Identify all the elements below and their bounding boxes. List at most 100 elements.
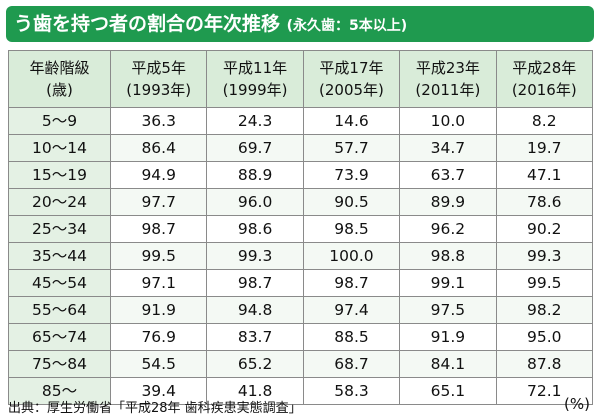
value-cell: 65.1: [399, 377, 497, 405]
title-main: う歯を持つ者の割合の年次推移: [14, 13, 281, 35]
header-line2: (2016年): [511, 81, 577, 99]
header-line1: 平成11年: [223, 59, 288, 77]
value-cell: 97.1: [109, 269, 208, 297]
value-cell: 68.7: [302, 350, 401, 378]
value-cell: 87.8: [495, 350, 593, 378]
value-cell: 98.2: [495, 296, 593, 324]
table-row: 45〜54 97.1 98.7 98.7 99.1 99.5: [8, 269, 593, 297]
value-cell: 90.5: [302, 188, 401, 216]
age-cell: 55〜64: [8, 296, 111, 324]
value-cell: 88.5: [302, 323, 401, 351]
age-cell: 5〜9: [8, 107, 111, 135]
table-row: 65〜74 76.9 83.7 88.5 91.9 95.0: [8, 323, 593, 351]
header-line1: 平成23年: [415, 59, 480, 77]
value-cell: 99.3: [495, 242, 593, 270]
value-cell: 19.7: [495, 134, 593, 162]
header-cell-year: 平成28年 (2016年): [495, 50, 593, 108]
header-line1: 平成28年: [512, 59, 577, 77]
value-cell: 8.2: [495, 107, 593, 135]
header-line2: (1993年): [126, 81, 192, 99]
value-cell: 72.1: [495, 377, 593, 405]
table-row: 85〜 39.4 41.8 58.3 65.1 72.1: [8, 377, 593, 405]
source-note: 出典：厚生労働省「平成28年 歯科疾患実態調査」: [8, 401, 302, 416]
age-cell: 15〜19: [8, 161, 111, 189]
value-cell: 100.0: [302, 242, 401, 270]
table-row: 75〜84 54.5 65.2 68.7 84.1 87.8: [8, 350, 593, 378]
value-cell: 98.7: [109, 215, 208, 243]
value-cell: 91.9: [109, 296, 208, 324]
value-cell: 89.9: [399, 188, 497, 216]
value-cell: 10.0: [399, 107, 497, 135]
header-line2: (2011年): [415, 81, 481, 99]
value-cell: 86.4: [109, 134, 208, 162]
header-line2: (歳): [46, 81, 73, 99]
value-cell: 14.6: [302, 107, 401, 135]
age-cell: 75〜84: [8, 350, 111, 378]
age-cell: 45〜54: [8, 269, 111, 297]
table-row: 25〜34 98.7 98.6 98.5 96.2 90.2: [8, 215, 593, 243]
header-row: 年齢階級 (歳) 平成5年 (1993年) 平成11年 (1999年) 平成17年 (2005…: [8, 50, 593, 108]
age-cell: 10〜14: [8, 134, 111, 162]
header-cell-year: 平成5年 (1993年): [109, 50, 208, 108]
value-cell: 65.2: [206, 350, 304, 378]
value-cell: 47.1: [495, 161, 593, 189]
value-cell: 78.6: [495, 188, 593, 216]
value-cell: 99.5: [109, 242, 208, 270]
value-cell: 24.3: [206, 107, 304, 135]
value-cell: 98.6: [206, 215, 304, 243]
value-cell: 96.0: [206, 188, 304, 216]
value-cell: 39.4: [109, 377, 208, 405]
header-cell-age: 年齢階級 (歳): [8, 50, 111, 108]
value-cell: 98.7: [302, 269, 401, 297]
age-cell: 35〜44: [8, 242, 111, 270]
value-cell: 91.9: [399, 323, 497, 351]
value-cell: 96.2: [399, 215, 497, 243]
header-cell-year: 平成23年 (2011年): [399, 50, 497, 108]
value-cell: 97.7: [109, 188, 208, 216]
value-cell: 97.5: [399, 296, 497, 324]
unit-label: (%): [564, 395, 590, 413]
value-cell: 76.9: [109, 323, 208, 351]
value-cell: 54.5: [109, 350, 208, 378]
header-cell-year: 平成17年 (2005年): [302, 50, 401, 108]
value-cell: 57.7: [302, 134, 401, 162]
value-cell: 84.1: [399, 350, 497, 378]
value-cell: 98.7: [206, 269, 304, 297]
age-cell: 65〜74: [8, 323, 111, 351]
table-row: 15〜19 94.9 88.9 73.9 63.7 47.1: [8, 161, 593, 189]
table-row: 55〜64 91.9 94.8 97.4 97.5 98.2: [8, 296, 593, 324]
value-cell: 83.7: [206, 323, 304, 351]
age-cell: 85〜: [8, 377, 111, 405]
table-row: 35〜44 99.5 99.3 100.0 98.8 99.3: [8, 242, 593, 270]
value-cell: 69.7: [206, 134, 304, 162]
table-header: 年齢階級 (歳) 平成5年 (1993年) 平成11年 (1999年) 平成17年 (2005…: [8, 50, 593, 108]
value-cell: 98.8: [399, 242, 497, 270]
table-row: 20〜24 97.7 96.0 90.5 89.9 78.6: [8, 188, 593, 216]
value-cell: 99.1: [399, 269, 497, 297]
value-cell: 94.8: [206, 296, 304, 324]
value-cell: 73.9: [302, 161, 401, 189]
age-cell: 20〜24: [8, 188, 111, 216]
page-title: う歯を持つ者の割合の年次推移 (永久歯：5本以上): [6, 6, 594, 42]
header-line2: (1999年): [222, 81, 288, 99]
value-cell: 58.3: [302, 377, 401, 405]
value-cell: 34.7: [399, 134, 497, 162]
value-cell: 90.2: [495, 215, 593, 243]
header-line1: 平成5年: [131, 59, 186, 77]
table-body: 5〜9 36.3 24.3 14.6 10.0 8.2 10〜14 86.4 69.7 57.7 3…: [8, 107, 593, 405]
value-cell: 99.5: [495, 269, 593, 297]
header-cell-year: 平成11年 (1999年): [206, 50, 304, 108]
value-cell: 63.7: [399, 161, 497, 189]
value-cell: 36.3: [109, 107, 208, 135]
value-cell: 41.8: [206, 377, 304, 405]
header-line1: 年齢階級: [29, 59, 90, 77]
header-line2: (2005年): [319, 81, 384, 99]
data-table: 年齢階級 (歳) 平成5年 (1993年) 平成11年 (1999年) 平成17年 (2005…: [8, 50, 593, 405]
table-row: 10〜14 86.4 69.7 57.7 34.7 19.7: [8, 134, 593, 162]
value-cell: 95.0: [495, 323, 593, 351]
value-cell: 97.4: [302, 296, 401, 324]
value-cell: 99.3: [206, 242, 304, 270]
header-line1: 平成17年: [319, 59, 384, 77]
title-subtitle: (永久歯：5本以上): [286, 18, 408, 34]
value-cell: 98.5: [302, 215, 401, 243]
